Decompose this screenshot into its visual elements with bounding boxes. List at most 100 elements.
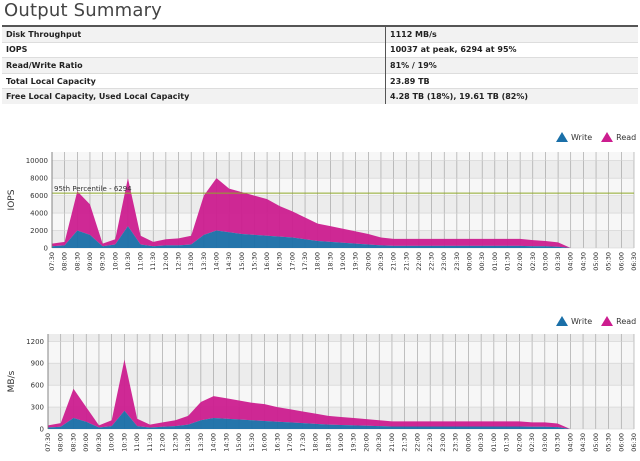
percentile-label: 95th Percentile - 6294 xyxy=(54,185,132,193)
row-label: IOPS xyxy=(2,41,386,58)
read-series-area xyxy=(52,178,634,248)
x-tick-label: 08:00 xyxy=(57,433,65,452)
x-tick-label: 12:30 xyxy=(175,252,183,271)
x-tick-label: 12:00 xyxy=(159,433,167,452)
x-tick-label: 13:30 xyxy=(197,433,205,452)
x-tick-label: 19:00 xyxy=(339,252,347,271)
x-tick-label: 09:30 xyxy=(95,433,103,452)
x-tick-label: 01:30 xyxy=(503,252,511,271)
x-tick-label: 13:00 xyxy=(187,252,195,271)
iops-chart: 95th Percentile - 6294 0 2000 4000 6000 8000 1… xyxy=(7,152,638,271)
y-tick-label: 600 xyxy=(31,382,44,390)
x-tick-label: 12:00 xyxy=(162,252,170,271)
x-tick-label: 05:30 xyxy=(605,252,613,271)
row-value: 10037 at peak, 6294 at 95% xyxy=(385,41,638,58)
x-tick-label: 18:30 xyxy=(326,252,334,271)
x-tick-label: 22:30 xyxy=(428,252,436,271)
x-tick-label: 03:00 xyxy=(541,433,549,452)
legend-write-label: Write xyxy=(571,316,593,326)
x-tick-label: 20:30 xyxy=(377,252,385,271)
x-tick-label: 05:00 xyxy=(592,252,600,271)
x-tick-label: 23:00 xyxy=(439,433,447,452)
throughput-chart: 0 300 600 900 1200 MB/s 07:30 08:00 08:30 09:00 09… xyxy=(7,334,638,452)
y-tick-label: 2000 xyxy=(30,227,48,235)
x-tick-label: 08:30 xyxy=(73,252,81,271)
x-tick-label: 07:30 xyxy=(48,252,56,271)
x-tick-label: 13:00 xyxy=(184,433,192,452)
x-tick-label: 13:30 xyxy=(200,252,208,271)
x-tick-label: 18:30 xyxy=(324,433,332,452)
x-tick-label: 10:00 xyxy=(108,433,116,452)
x-tick-label: 20:00 xyxy=(362,433,370,452)
x-tick-label: 09:00 xyxy=(82,433,90,452)
y-tick-label: 0 xyxy=(44,245,48,253)
x-tick-label: 00:00 xyxy=(464,433,472,452)
x-tick-label: 17:00 xyxy=(288,252,296,271)
x-tick-label: 22:00 xyxy=(413,433,421,452)
x-tick-label: 23:30 xyxy=(453,252,461,271)
x-tick-label: 16:30 xyxy=(273,433,281,452)
x-tick-label: 19:00 xyxy=(337,433,345,452)
x-tick-label: 12:30 xyxy=(171,433,179,452)
x-tick-label: 19:30 xyxy=(352,252,360,271)
write-series-area xyxy=(52,226,634,248)
x-tick-label: 01:00 xyxy=(491,252,499,271)
x-tick-label: 22:30 xyxy=(426,433,434,452)
y-tick-label: 300 xyxy=(31,404,44,412)
x-tick-label: 22:00 xyxy=(415,252,423,271)
x-tick-label: 23:30 xyxy=(452,433,460,452)
x-tick-label: 14:30 xyxy=(222,433,230,452)
x-tick-label: 06:30 xyxy=(630,433,638,452)
x-tick-label: 08:30 xyxy=(69,433,77,452)
y-tick-label: 8000 xyxy=(30,175,48,183)
x-tick-label: 09:30 xyxy=(99,252,107,271)
x-tick-label: 17:30 xyxy=(301,252,309,271)
page-title: Output Summary xyxy=(4,0,163,21)
x-tick-label: 03:30 xyxy=(554,433,562,452)
x-tick-label: 17:00 xyxy=(286,433,294,452)
row-value: 23.89 TB xyxy=(385,72,638,89)
x-tick-label: 02:00 xyxy=(515,433,523,452)
x-tick-label: 04:00 xyxy=(566,433,574,452)
x-tick-label: 05:30 xyxy=(605,433,613,452)
x-tick-label: 05:00 xyxy=(592,433,600,452)
x-tick-label: 06:30 xyxy=(630,252,638,271)
x-tick-label: 21:00 xyxy=(390,252,398,271)
x-tick-label: 00:00 xyxy=(466,252,474,271)
x-tick-label: 15:00 xyxy=(238,252,246,271)
table-row: Read/Write Ratio 81% / 19% xyxy=(2,57,638,74)
y-tick-label: 0 xyxy=(40,426,44,434)
row-label: Free Local Capacity, Used Local Capacity xyxy=(2,88,386,104)
x-tick-label: 04:00 xyxy=(567,252,575,271)
x-tick-label: 04:30 xyxy=(579,252,587,271)
legend-iops: Write Read xyxy=(556,132,640,142)
x-tick-label: 07:30 xyxy=(44,433,52,452)
x-tick-label: 01:30 xyxy=(503,433,511,452)
x-tick-label: 10:30 xyxy=(124,252,132,271)
x-tick-label: 02:00 xyxy=(516,252,524,271)
x-tick-label: 19:30 xyxy=(350,433,358,452)
x-tick-label: 00:30 xyxy=(477,433,485,452)
x-tick-label: 23:00 xyxy=(440,252,448,271)
summary-table: Disk Throughput 1112 MB/s IOPS 10037 at … xyxy=(2,24,638,104)
write-legend-icon xyxy=(556,132,568,142)
row-value: 4.28 TB (18%), 19.61 TB (82%) xyxy=(385,88,638,104)
y-axis-label: MB/s xyxy=(7,370,17,392)
x-tick-label: 02:30 xyxy=(529,252,537,271)
x-tick-label: 06:00 xyxy=(617,252,625,271)
y-tick-label: 10000 xyxy=(26,157,48,165)
x-tick-label: 14:30 xyxy=(225,252,233,271)
write-series-area xyxy=(48,410,634,429)
read-legend-icon xyxy=(601,316,614,326)
x-tick-label: 04:30 xyxy=(579,433,587,452)
x-tick-label: 20:30 xyxy=(375,433,383,452)
legend-throughput: Write Read xyxy=(556,316,640,326)
table-row: Total Local Capacity 23.89 TB xyxy=(2,72,638,89)
write-legend-icon xyxy=(556,316,568,326)
row-label: Total Local Capacity xyxy=(2,72,386,89)
x-tick-label: 11:30 xyxy=(149,252,157,271)
x-tick-label: 15:00 xyxy=(235,433,243,452)
x-tick-label: 21:30 xyxy=(402,252,410,271)
x-tick-label: 16:30 xyxy=(276,252,284,271)
legend-read-label: Read xyxy=(616,132,637,142)
